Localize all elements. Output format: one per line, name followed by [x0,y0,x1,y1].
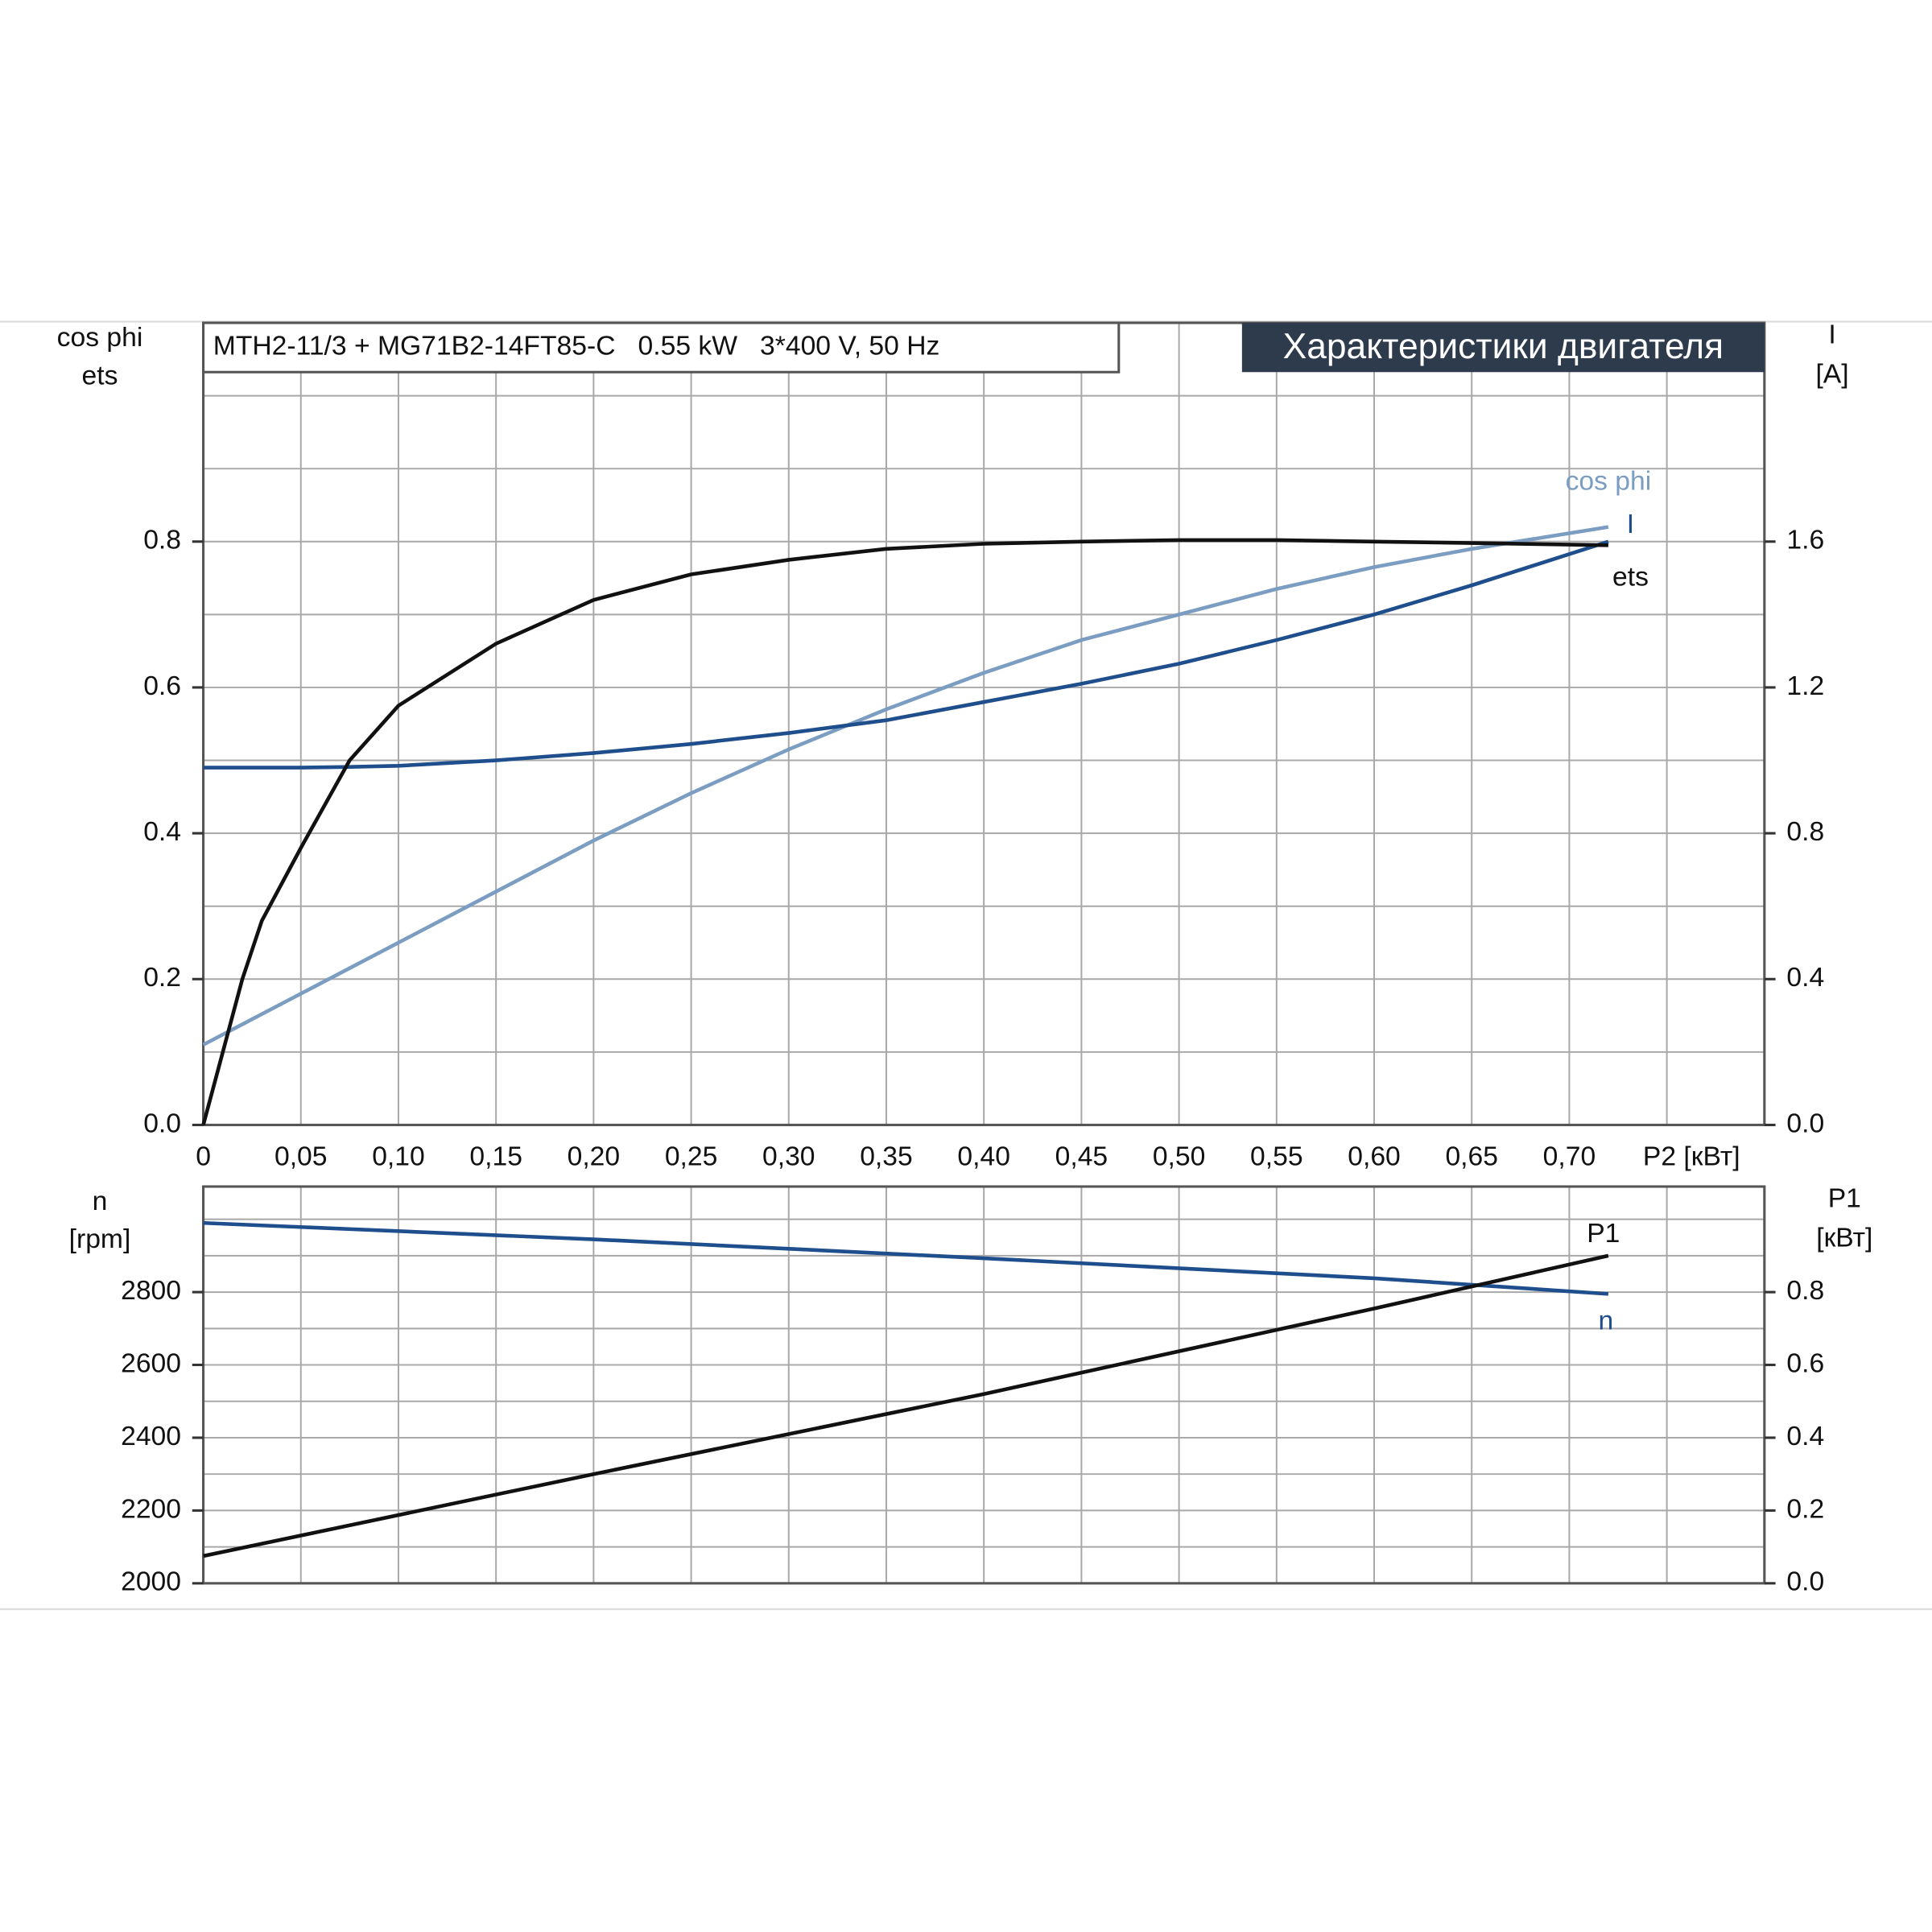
series-label: n [1598,1306,1613,1335]
series-label: ets [1612,563,1649,592]
x-tick-label: 0 [196,1142,211,1172]
y-tick-label: 0.8 [143,526,181,555]
x-tick-label: 0,65 [1445,1142,1498,1172]
y-tick-label: 0.2 [143,963,181,993]
y2-tick-label: 1.2 [1786,671,1824,701]
y2-tick-label: 0.0 [1786,1108,1824,1138]
series-line [203,1253,1609,1558]
x-tick-label: 0,55 [1250,1142,1303,1172]
series-line [201,538,1608,1126]
y-tick-label: 0.6 [143,671,181,701]
series-line [203,539,1609,770]
y-axis-label: ets [82,361,118,390]
x-tick-label: 0,30 [762,1142,815,1172]
y-tick-label: 2200 [121,1494,181,1524]
series-label: cos phi [1566,466,1652,496]
y2-tick-label: 0.2 [1786,1494,1824,1524]
y-tick-label: 0.4 [143,817,181,847]
title-box [202,321,1121,374]
y-axis-label: [rpm] [69,1224,131,1254]
y-tick-label: 2600 [121,1348,181,1378]
y2-axis-label: [кВт] [1816,1224,1872,1253]
y2-tick-label: 0.8 [1786,817,1824,847]
x-tick-label: 0,05 [275,1142,328,1172]
y-tick-label: 2400 [121,1422,181,1451]
x-tick-label: 0,60 [1348,1142,1401,1172]
y2-axis-label: I [1828,320,1835,350]
x-tick-label: 0,40 [957,1142,1010,1172]
series-line [202,525,1609,1046]
y2-tick-label: 0.4 [1786,1422,1824,1451]
x-tick-label: 0,35 [860,1142,913,1172]
x-tick-label: 0,15 [469,1142,522,1172]
x-tick-label: 0,45 [1055,1142,1108,1172]
plot-frame [202,1185,1766,1585]
x-axis-label: P2 [кВт] [1643,1142,1740,1172]
series-label: I [1627,510,1634,539]
y2-tick-label: 0.6 [1786,1348,1824,1378]
y-tick-label: 2800 [121,1276,181,1306]
y2-tick-label: 0.8 [1786,1276,1824,1306]
x-tick-label: 0,70 [1543,1142,1596,1172]
x-tick-label: 0,25 [665,1142,718,1172]
y2-tick-label: 1.6 [1786,526,1824,555]
y2-axis-label: P1 [1828,1184,1861,1214]
y-axis-label: n [93,1187,108,1216]
series-label: P1 [1587,1219,1620,1249]
y-tick-label: 2000 [121,1567,181,1597]
header-box [1241,323,1765,373]
y2-tick-label: 0.0 [1786,1567,1824,1597]
chart-title: MTH2-11/3 + MG71B2-14FT85-C 0.55 kW 3*40… [213,332,940,361]
series-line [203,1220,1609,1296]
y-tick-label: 0.0 [143,1108,181,1138]
y2-tick-label: 0.4 [1786,963,1824,993]
x-tick-label: 0,10 [372,1142,425,1172]
header-title: Характеристики двигателя [1283,327,1724,366]
x-tick-label: 0,20 [568,1142,621,1172]
y2-axis-label: [A] [1815,360,1848,390]
y-axis-label: cos phi [57,323,143,353]
x-tick-label: 0,50 [1153,1142,1206,1172]
